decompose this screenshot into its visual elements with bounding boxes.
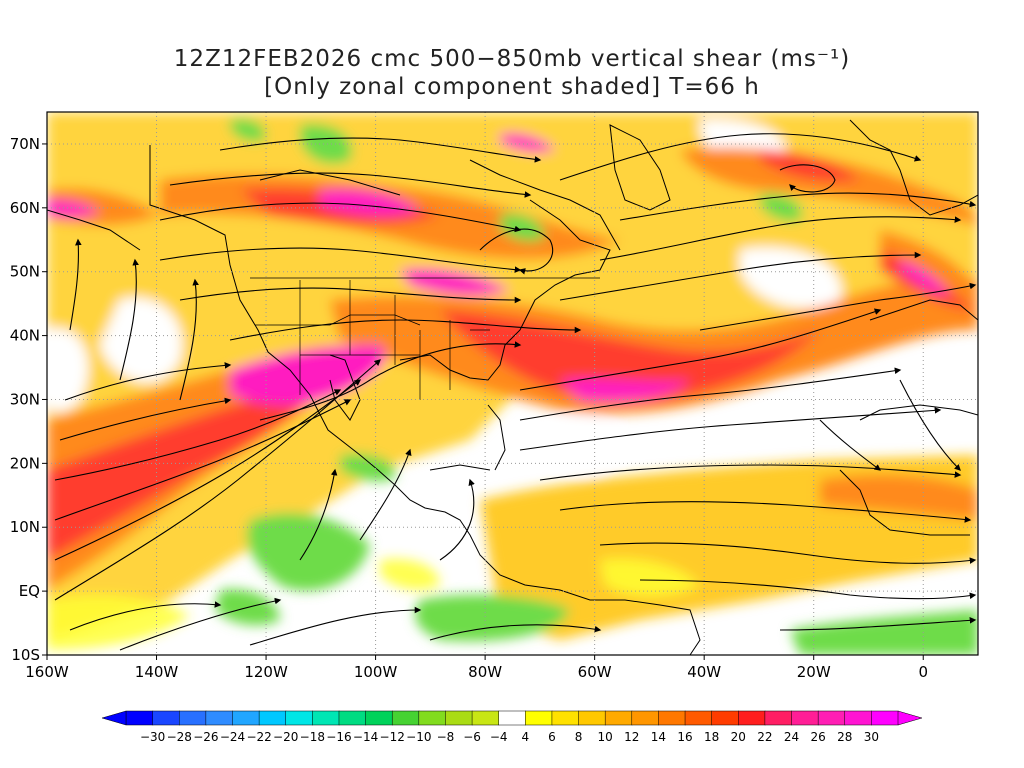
map-frame [46, 111, 979, 656]
map-subtitle: [Only zonal component shaded] T=66 h [264, 74, 760, 100]
colorbar-label: −12 [380, 730, 405, 744]
colorbar-label: −20 [273, 730, 298, 744]
streamlines [54, 133, 977, 651]
map-title: 12Z12FEB2026 cmc 500−850mb vertical shea… [173, 46, 851, 72]
colorbar-swatch [232, 710, 260, 726]
colorbar-label: −26 [193, 730, 218, 744]
colorbar-swatch [205, 710, 234, 726]
colorbar-label: −30 [140, 730, 165, 744]
lon-tick-label: 60W [578, 663, 612, 681]
colorbar-label: 10 [598, 730, 613, 744]
colorbar-swatch [578, 710, 606, 726]
colorbar-swatch [871, 710, 899, 726]
colorbar-swatch [312, 710, 340, 726]
lon-tick-label: 0 [918, 663, 928, 681]
colorbar-swatch [498, 710, 526, 726]
colorbar-label: 14 [651, 730, 666, 744]
latitude-axis: 70N 60N 50N 40N 30N 20N 10N EQ 10S [10, 135, 47, 664]
colorbar-label: −18 [300, 730, 325, 744]
colorbar: −30 −28 −26 −24 −22 −20 −18 −16 −14 −12 −10 −8 −6 −4 4… [101, 710, 923, 744]
colorbar-max-arrow [897, 710, 923, 726]
colorbar-swatch [525, 710, 553, 726]
lat-tick-label: 10N [10, 518, 40, 536]
colorbar-swatch [604, 710, 633, 726]
colorbar-label: −8 [437, 730, 455, 744]
colorbar-label: 24 [784, 730, 799, 744]
colorbar-label: −4 [490, 730, 508, 744]
colorbar-swatch [658, 710, 686, 726]
colorbar-swatch [258, 710, 287, 726]
lat-tick-label: 50N [10, 263, 40, 281]
colorbar-swatch [365, 710, 393, 726]
colorbar-label: −10 [406, 730, 431, 744]
colorbar-swatch [391, 710, 420, 726]
colorbar-swatch [125, 710, 154, 726]
colorbar-label: 18 [704, 730, 719, 744]
colorbar-swatch [631, 710, 659, 726]
colorbar-swatch [152, 710, 180, 726]
colorbar-label: 26 [810, 730, 825, 744]
colorbar-label: 6 [548, 730, 556, 744]
shear-shading [47, 112, 978, 655]
lon-tick-label: 80W [468, 663, 502, 681]
colorbar-swatch [791, 710, 819, 726]
colorbar-label: 12 [624, 730, 639, 744]
colorbar-swatch [711, 710, 739, 726]
lat-tick-label: 60N [10, 199, 40, 217]
colorbar-label: 30 [864, 730, 879, 744]
map-plot-area [47, 112, 978, 655]
lat-tick-label: 70N [10, 135, 40, 153]
colorbar-label: −28 [167, 730, 192, 744]
colorbar-swatch [445, 710, 473, 726]
colorbar-swatch [738, 710, 766, 726]
lat-tick-label: EQ [19, 582, 40, 600]
colorbar-label: 22 [757, 730, 772, 744]
lon-tick-label: 20W [797, 663, 831, 681]
longitude-axis: 160W 140W 120W 100W 80W 60W 40W 20W 0 [25, 655, 928, 681]
colorbar-min-arrow [101, 710, 127, 726]
colorbar-label: 4 [521, 730, 529, 744]
colorbar-label: −14 [353, 730, 378, 744]
colorbar-swatch [418, 710, 446, 726]
colorbar-swatch [338, 710, 367, 726]
colorbar-label: 28 [837, 730, 852, 744]
colorbar-swatch [817, 710, 846, 726]
lat-tick-label: 40N [10, 327, 40, 345]
colorbar-swatch [551, 710, 580, 726]
lon-tick-label: 140W [135, 663, 179, 681]
colorbar-label: −6 [463, 730, 481, 744]
colorbar-swatch [471, 710, 500, 726]
colorbar-label: 16 [677, 730, 692, 744]
lat-tick-label: 30N [10, 390, 40, 408]
colorbar-label: −16 [326, 730, 351, 744]
colorbar-swatch [844, 710, 872, 726]
colorbar-label: −24 [220, 730, 245, 744]
colorbar-swatch [764, 710, 793, 726]
graticule [47, 112, 978, 655]
lat-tick-label: 20N [10, 454, 40, 472]
colorbar-swatch [285, 710, 313, 726]
lon-tick-label: 100W [354, 663, 398, 681]
lon-tick-label: 160W [25, 663, 69, 681]
colorbar-swatch [684, 710, 713, 726]
lat-tick-label: 10S [11, 646, 40, 664]
colorbar-label: 20 [731, 730, 746, 744]
colorbar-label: 8 [575, 730, 583, 744]
state-borders [250, 277, 600, 400]
lon-tick-label: 120W [244, 663, 288, 681]
lon-tick-label: 40W [687, 663, 721, 681]
colorbar-swatch [178, 710, 207, 726]
colorbar-label: −22 [246, 730, 271, 744]
